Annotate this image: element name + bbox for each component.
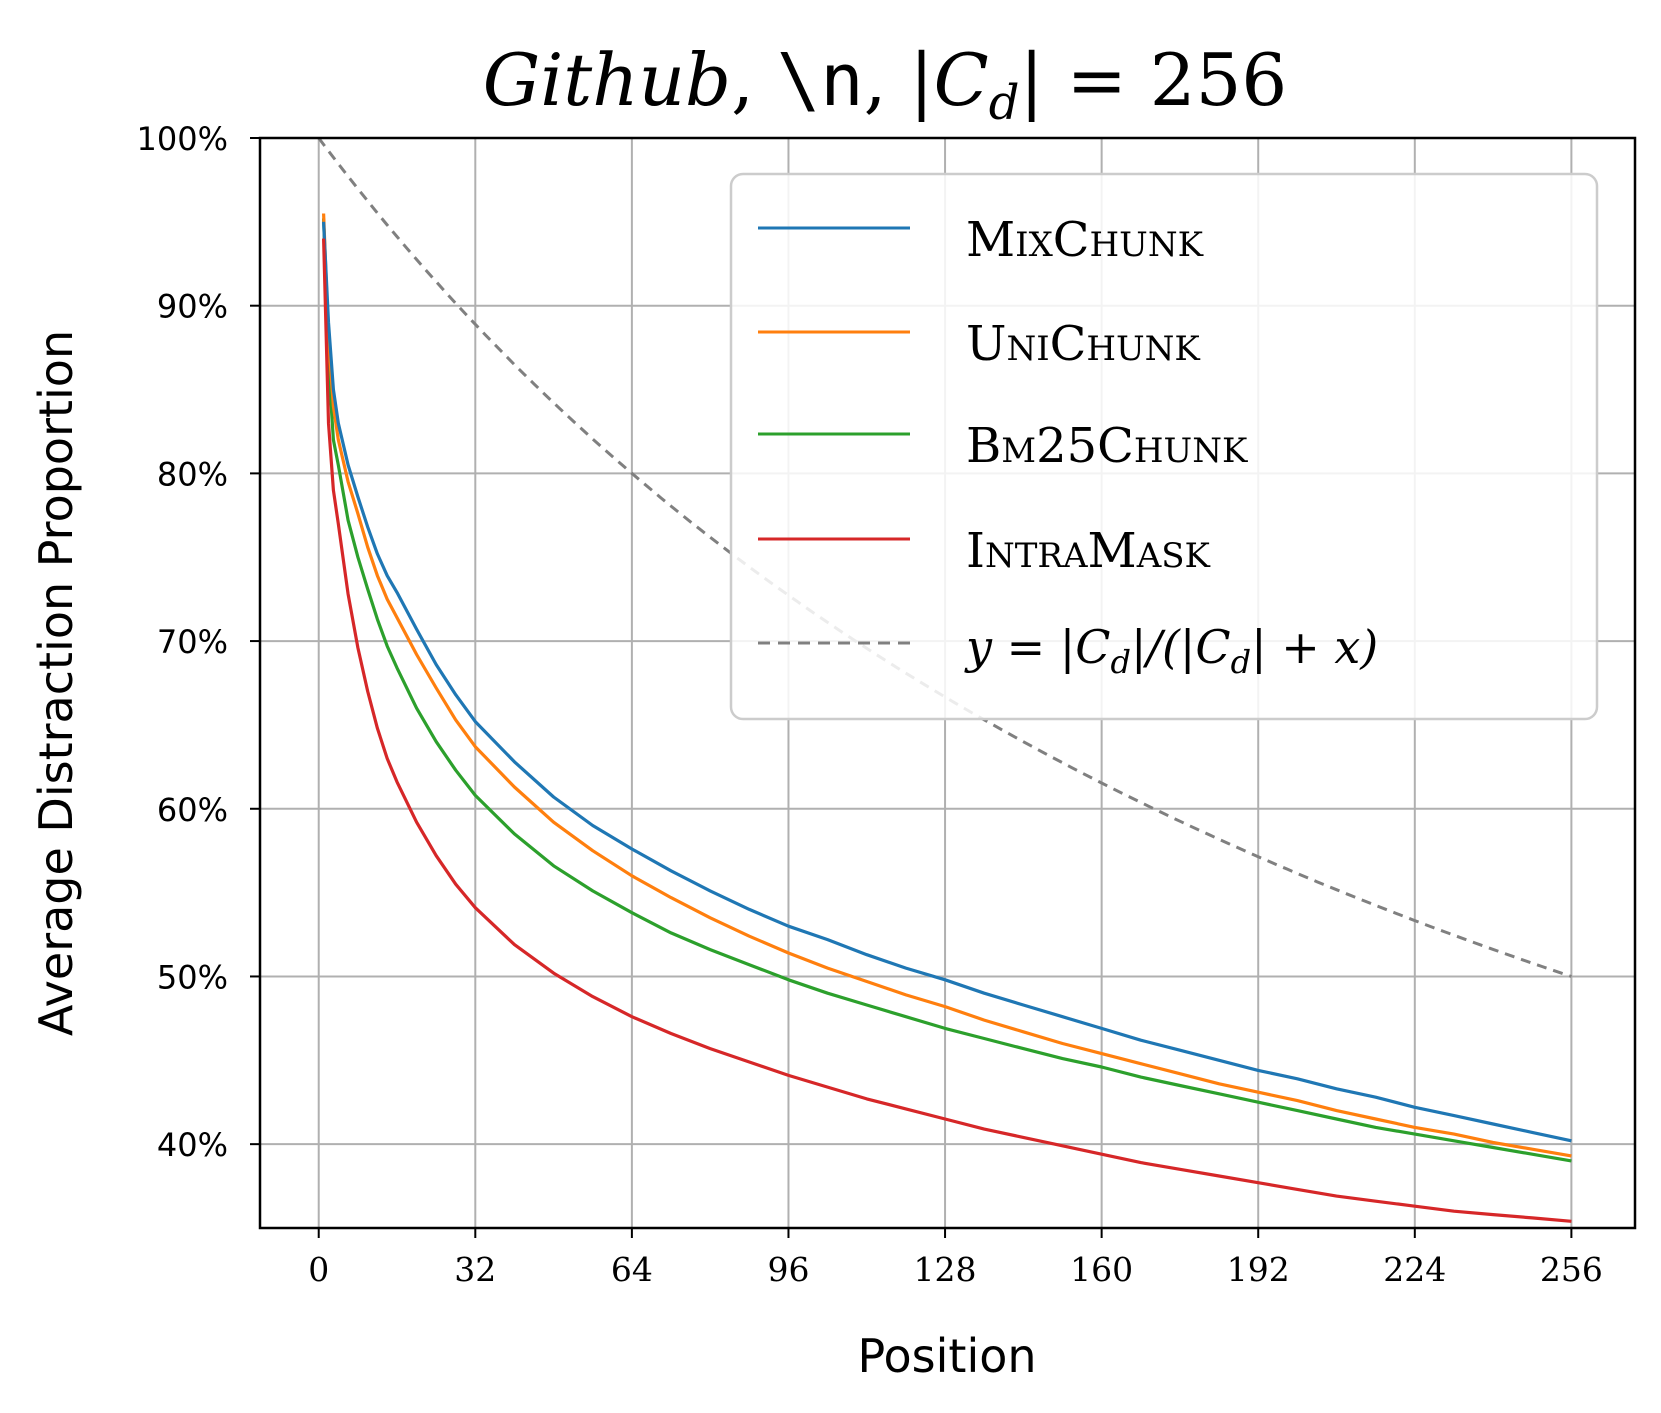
x-tick-label: 32 <box>454 1250 496 1289</box>
x-tick-label: 224 <box>1383 1250 1446 1289</box>
title-sep1: , <box>731 38 777 122</box>
legend-label-bm25chunk: Bm25Chunk <box>966 418 1248 474</box>
x-tick-label: 96 <box>767 1250 809 1289</box>
legend-ref-c: | + x) <box>1251 620 1378 674</box>
x-tick-label: 160 <box>1070 1250 1133 1289</box>
legend-box <box>729 172 1599 721</box>
x-axis: 0 32 64 96 128 160 192 224 256 <box>308 1228 1603 1289</box>
title-sep2: , <box>864 38 910 122</box>
y-axis-label: Average Distraction Proportion <box>29 330 83 1036</box>
x-tick-label: 64 <box>611 1250 653 1289</box>
y-tick-label: 50% <box>157 958 228 996</box>
title-expr-tail: | = 256 <box>1019 38 1287 122</box>
series-line-bm25chunk <box>322 218 1572 1163</box>
legend-label-intramask: IntraMask <box>966 523 1211 579</box>
title-expr: |C <box>909 38 988 122</box>
x-tick-label: 128 <box>914 1250 977 1289</box>
y-axis: 40% 50% 60% 70% 80% 90% 100% <box>137 120 260 1164</box>
legend-ref-a: y = |C <box>964 620 1110 674</box>
title-expr-sub: d <box>989 75 1020 131</box>
series-line-unichunk <box>322 213 1572 1158</box>
legend: MixChunk UniChunk Bm25Chunk IntraMask y … <box>729 172 1599 721</box>
series-line-intramask <box>322 238 1572 1223</box>
y-tick-label: 80% <box>157 455 228 493</box>
x-tick-label: 192 <box>1227 1250 1290 1289</box>
series-line-reference <box>317 137 1572 978</box>
x-tick-label: 256 <box>1540 1250 1603 1289</box>
legend-label-reference: y = |Cd|/(|Cd| + x) <box>964 620 1378 681</box>
y-tick-label: 60% <box>157 791 228 829</box>
legend-ref-b: |/(|C <box>1131 620 1231 674</box>
x-axis-label: Position <box>857 1329 1036 1383</box>
series-layer <box>317 137 1572 1223</box>
y-tick-label: 90% <box>157 288 228 326</box>
y-tick-label: 70% <box>157 623 228 661</box>
x-tick-label: 0 <box>308 1250 329 1289</box>
title-dataset: Github <box>483 38 731 122</box>
legend-ref-b-sub: d <box>1231 643 1251 681</box>
legend-ref-a-sub: d <box>1110 643 1130 681</box>
chart-title: Github, \n, |Cd| = 256 <box>483 38 1287 131</box>
series-line-mixchunk <box>322 221 1572 1143</box>
plot-frame <box>258 136 1637 1230</box>
y-tick-label: 100% <box>137 120 228 158</box>
title-delimiter: \n <box>777 38 864 122</box>
y-tick-label: 40% <box>157 1126 228 1164</box>
legend-label-unichunk: UniChunk <box>966 316 1200 372</box>
legend-label-mixchunk: MixChunk <box>966 212 1204 268</box>
